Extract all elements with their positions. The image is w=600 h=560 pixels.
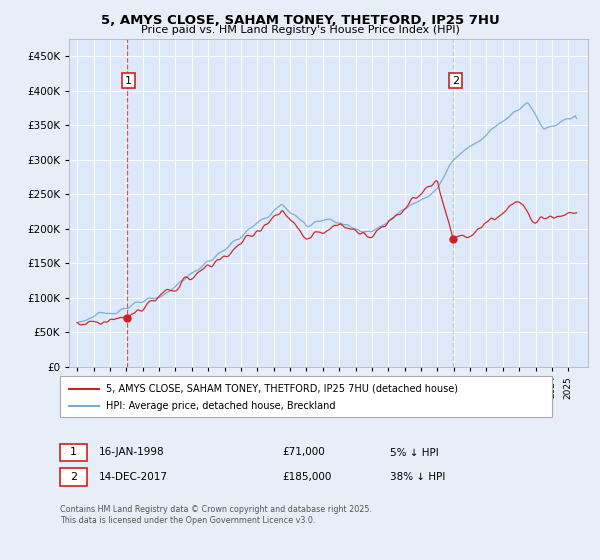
Text: 2: 2 — [452, 76, 459, 86]
Text: 1: 1 — [125, 76, 132, 86]
Text: Price paid vs. HM Land Registry's House Price Index (HPI): Price paid vs. HM Land Registry's House … — [140, 25, 460, 35]
Text: 2: 2 — [70, 472, 77, 482]
Text: 5% ↓ HPI: 5% ↓ HPI — [390, 447, 439, 458]
Text: £71,000: £71,000 — [282, 447, 325, 458]
Text: HPI: Average price, detached house, Breckland: HPI: Average price, detached house, Brec… — [106, 401, 336, 410]
Text: £185,000: £185,000 — [282, 472, 331, 482]
Text: 16-JAN-1998: 16-JAN-1998 — [99, 447, 164, 458]
Text: Contains HM Land Registry data © Crown copyright and database right 2025.
This d: Contains HM Land Registry data © Crown c… — [60, 505, 372, 525]
Text: 1: 1 — [70, 447, 77, 458]
Text: 5, AMYS CLOSE, SAHAM TONEY, THETFORD, IP25 7HU: 5, AMYS CLOSE, SAHAM TONEY, THETFORD, IP… — [101, 14, 499, 27]
Text: 38% ↓ HPI: 38% ↓ HPI — [390, 472, 445, 482]
Text: 5, AMYS CLOSE, SAHAM TONEY, THETFORD, IP25 7HU (detached house): 5, AMYS CLOSE, SAHAM TONEY, THETFORD, IP… — [106, 384, 458, 394]
Text: 14-DEC-2017: 14-DEC-2017 — [99, 472, 168, 482]
